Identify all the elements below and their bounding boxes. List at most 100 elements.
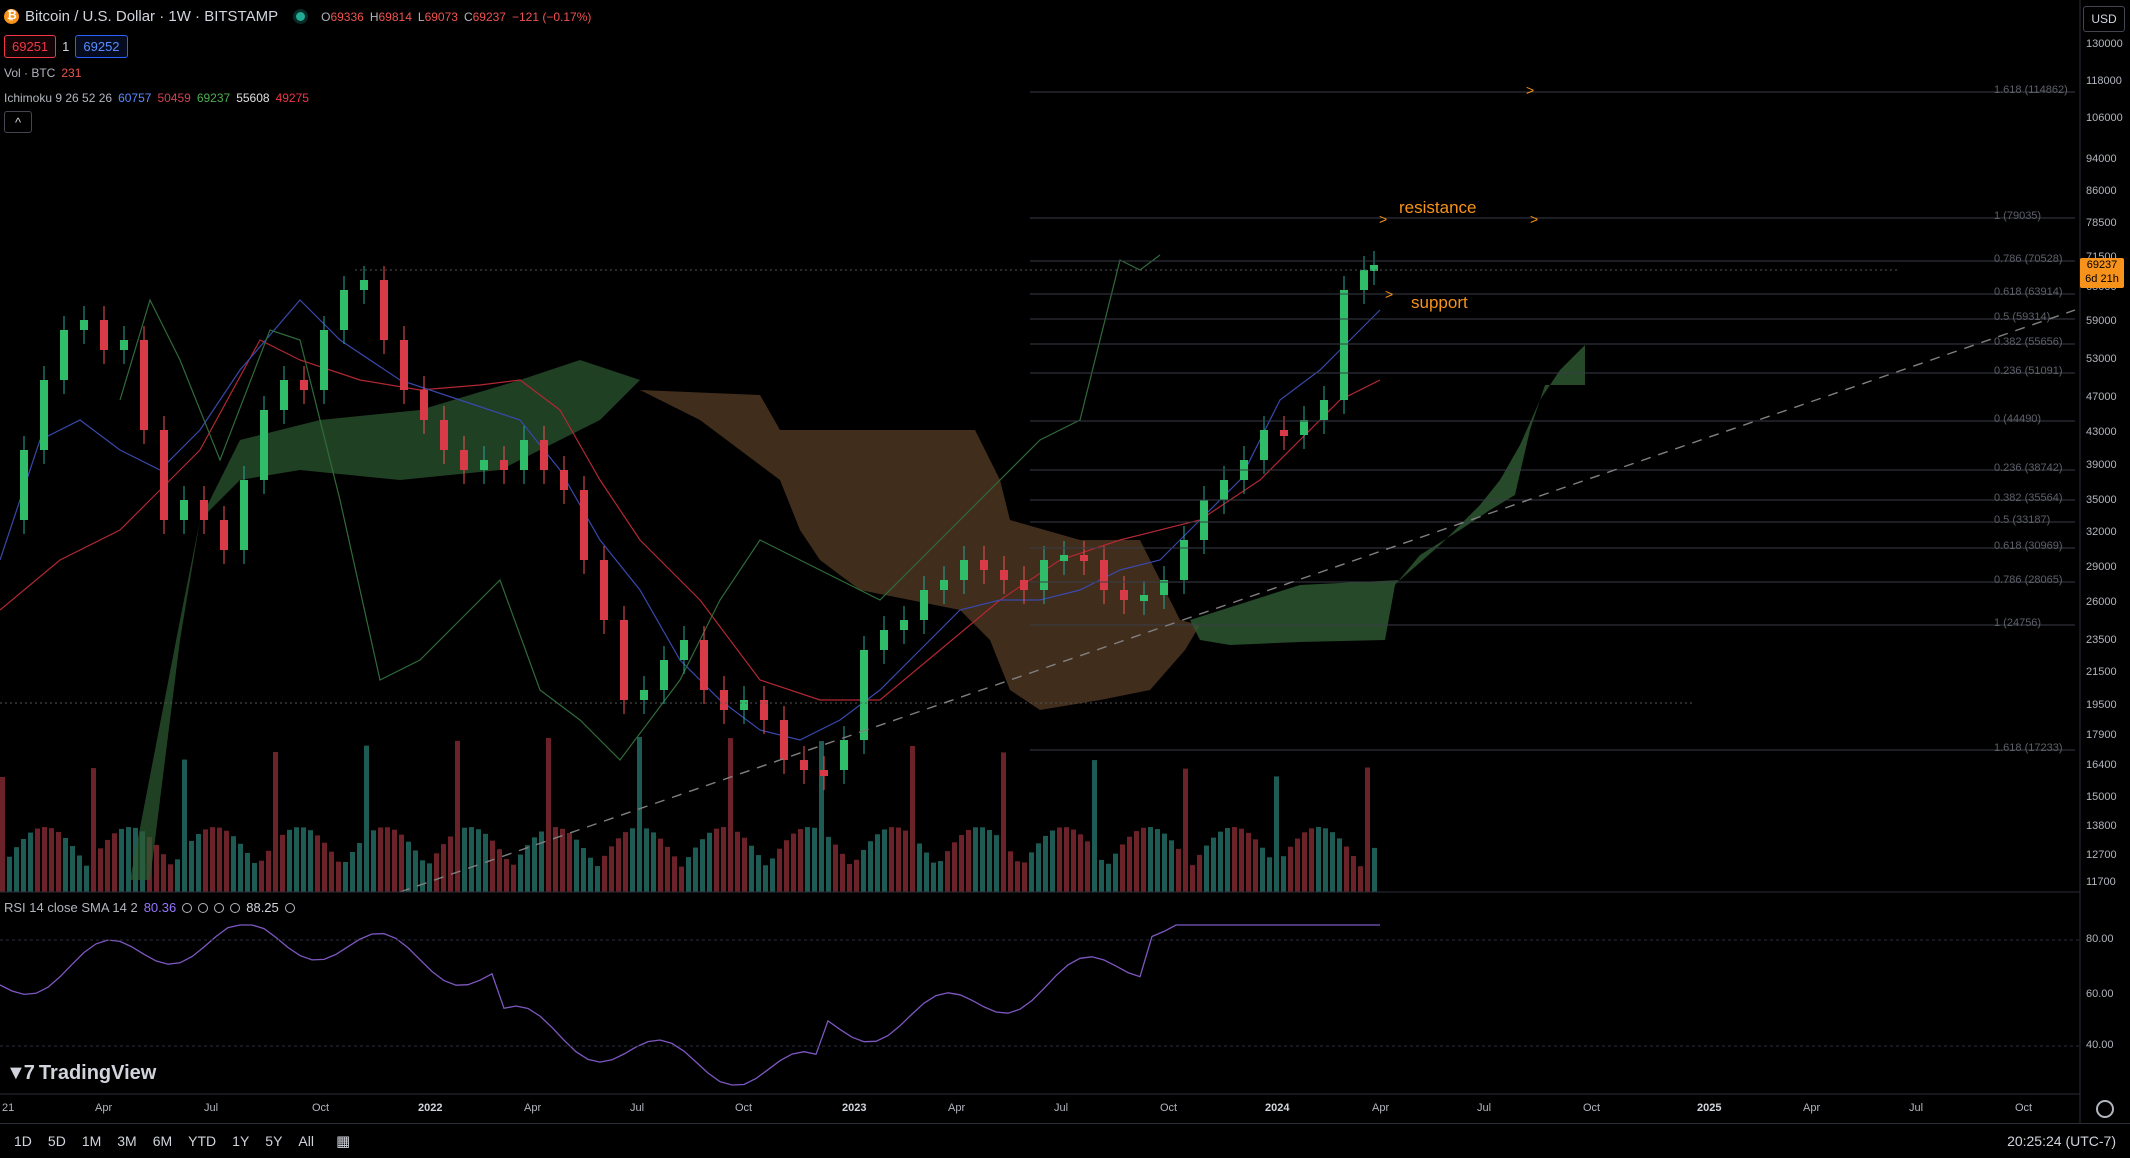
rsi-legend[interactable]: RSI 14 close SMA 14 2 80.36 88.25: [4, 900, 295, 915]
volume-bar: [819, 741, 824, 892]
candle-body: [420, 390, 428, 420]
range-6m[interactable]: 6M: [152, 1133, 173, 1149]
range-ytd[interactable]: YTD: [188, 1133, 217, 1149]
chevron-up-icon: ^: [14, 114, 22, 130]
volume-bar: [427, 863, 432, 892]
candle-body: [940, 580, 948, 590]
candle-body: [820, 770, 828, 776]
price-tick: 106000: [2086, 112, 2123, 124]
price-tick: 118000: [2086, 75, 2122, 87]
time-tick: Oct: [1160, 1102, 1178, 1114]
symbol-row[interactable]: Bitcoin / U.S. Dollar · 1W · BITSTAMP O6…: [4, 8, 591, 25]
volume-bar: [798, 829, 803, 892]
sell-button[interactable]: 69251: [4, 35, 57, 58]
volume-bar: [7, 856, 12, 892]
collapse-legend-button[interactable]: ^: [4, 111, 32, 133]
ichimoku-value-lead2: 49275: [275, 91, 309, 105]
range-1y[interactable]: 1Y: [232, 1133, 250, 1149]
time-tick: 2025: [1697, 1102, 1722, 1114]
volume-bar: [28, 832, 33, 892]
volume-bar: [1239, 828, 1244, 892]
trendline: [399, 309, 2076, 893]
volume-bar: [1372, 847, 1377, 892]
volume-bar: [763, 865, 768, 892]
clock-timezone[interactable]: 20:25:24 (UTC-7): [2007, 1133, 2116, 1149]
candle-body: [960, 560, 968, 580]
range-1m[interactable]: 1M: [81, 1133, 102, 1149]
time-tick: 2023: [842, 1102, 867, 1114]
volume-bar: [1211, 837, 1216, 892]
candle-body: [120, 340, 128, 350]
volume-bar: [693, 847, 698, 892]
volume-bar: [791, 833, 796, 892]
buy-button[interactable]: 69252: [75, 35, 128, 58]
volume-bar: [553, 827, 558, 892]
price-tick: 12700: [2086, 849, 2117, 861]
range-1d[interactable]: 1D: [14, 1133, 32, 1149]
volume-legend[interactable]: Vol · BTC 231: [4, 66, 81, 80]
resistance-label[interactable]: resistance: [1399, 198, 1477, 217]
volume-bar: [1050, 830, 1055, 892]
volume-bar: [329, 851, 334, 892]
volume-bar: [1302, 832, 1307, 892]
volume-bar: [1204, 845, 1209, 892]
fib-level-label: 1.618 (114862): [1994, 84, 2068, 96]
volume-bar: [1225, 828, 1230, 892]
candle-body: [400, 340, 408, 390]
candle-body: [280, 380, 288, 410]
arrow-icon: >: [1385, 286, 1393, 302]
volume-bar: [14, 847, 19, 892]
volume-bar: [903, 830, 908, 892]
calendar-icon[interactable]: ▦: [335, 1133, 351, 1150]
time-tick: 2022: [418, 1102, 443, 1114]
volume-bar: [728, 738, 733, 892]
volume-bar: [959, 835, 964, 892]
volume-bar: [609, 846, 614, 892]
volume-bar: [154, 844, 159, 892]
volume-bar: [1092, 760, 1097, 892]
time-tick: Apr: [1803, 1102, 1821, 1114]
currency-button[interactable]: USD: [2083, 6, 2125, 32]
volume-bar: [833, 844, 838, 892]
range-all[interactable]: All: [298, 1133, 314, 1149]
fib-level-label: 0.236 (38742): [1994, 462, 2063, 474]
candle-body: [1080, 555, 1088, 561]
range-5y[interactable]: 5Y: [265, 1133, 283, 1149]
volume-bar: [126, 827, 131, 892]
candle-body: [620, 620, 628, 700]
volume-bar: [1316, 827, 1321, 892]
volume-bar: [896, 827, 901, 892]
bar-countdown: 6d 21h: [2085, 273, 2119, 285]
volume-bar: [630, 828, 635, 892]
range-5d[interactable]: 5D: [47, 1133, 66, 1149]
symbol-title[interactable]: Bitcoin / U.S. Dollar · 1W · BITSTAMP: [25, 8, 279, 25]
volume-bar: [623, 832, 628, 892]
price-chart[interactable]: > > > >: [0, 0, 2130, 1123]
volume-bar: [651, 832, 656, 892]
support-label[interactable]: support: [1411, 293, 1468, 312]
ichimoku-label: Ichimoku 9 26 52 26: [4, 91, 113, 105]
empty-circle-icon: [198, 902, 209, 913]
tradingview-logo[interactable]: ▼7 TradingView: [6, 1062, 156, 1085]
ichimoku-legend[interactable]: Ichimoku 9 26 52 26 60757 50459 69237 55…: [4, 91, 309, 105]
candle-body: [640, 690, 648, 700]
volume-bar: [756, 855, 761, 892]
range-3m[interactable]: 3M: [117, 1133, 137, 1149]
volume-bar: [1267, 857, 1272, 892]
settings-gear-icon[interactable]: [2096, 1100, 2114, 1118]
candle-body: [600, 560, 608, 620]
candle-body: [1020, 580, 1028, 590]
candle-body: [1180, 540, 1188, 580]
time-tick: 2024: [1265, 1102, 1290, 1114]
time-tick: Oct: [2015, 1102, 2033, 1114]
volume-bar: [1022, 862, 1027, 892]
price-tick: 39000: [2086, 459, 2117, 471]
volume-bar: [525, 845, 530, 892]
candle-body: [720, 690, 728, 710]
volume-bar: [1232, 827, 1237, 892]
cloud-brown: [640, 390, 1200, 710]
volume-bar: [413, 850, 418, 892]
volume-bar: [882, 829, 887, 892]
rsi-tick: 60.00: [2086, 988, 2114, 1000]
volume-bar: [560, 828, 565, 892]
